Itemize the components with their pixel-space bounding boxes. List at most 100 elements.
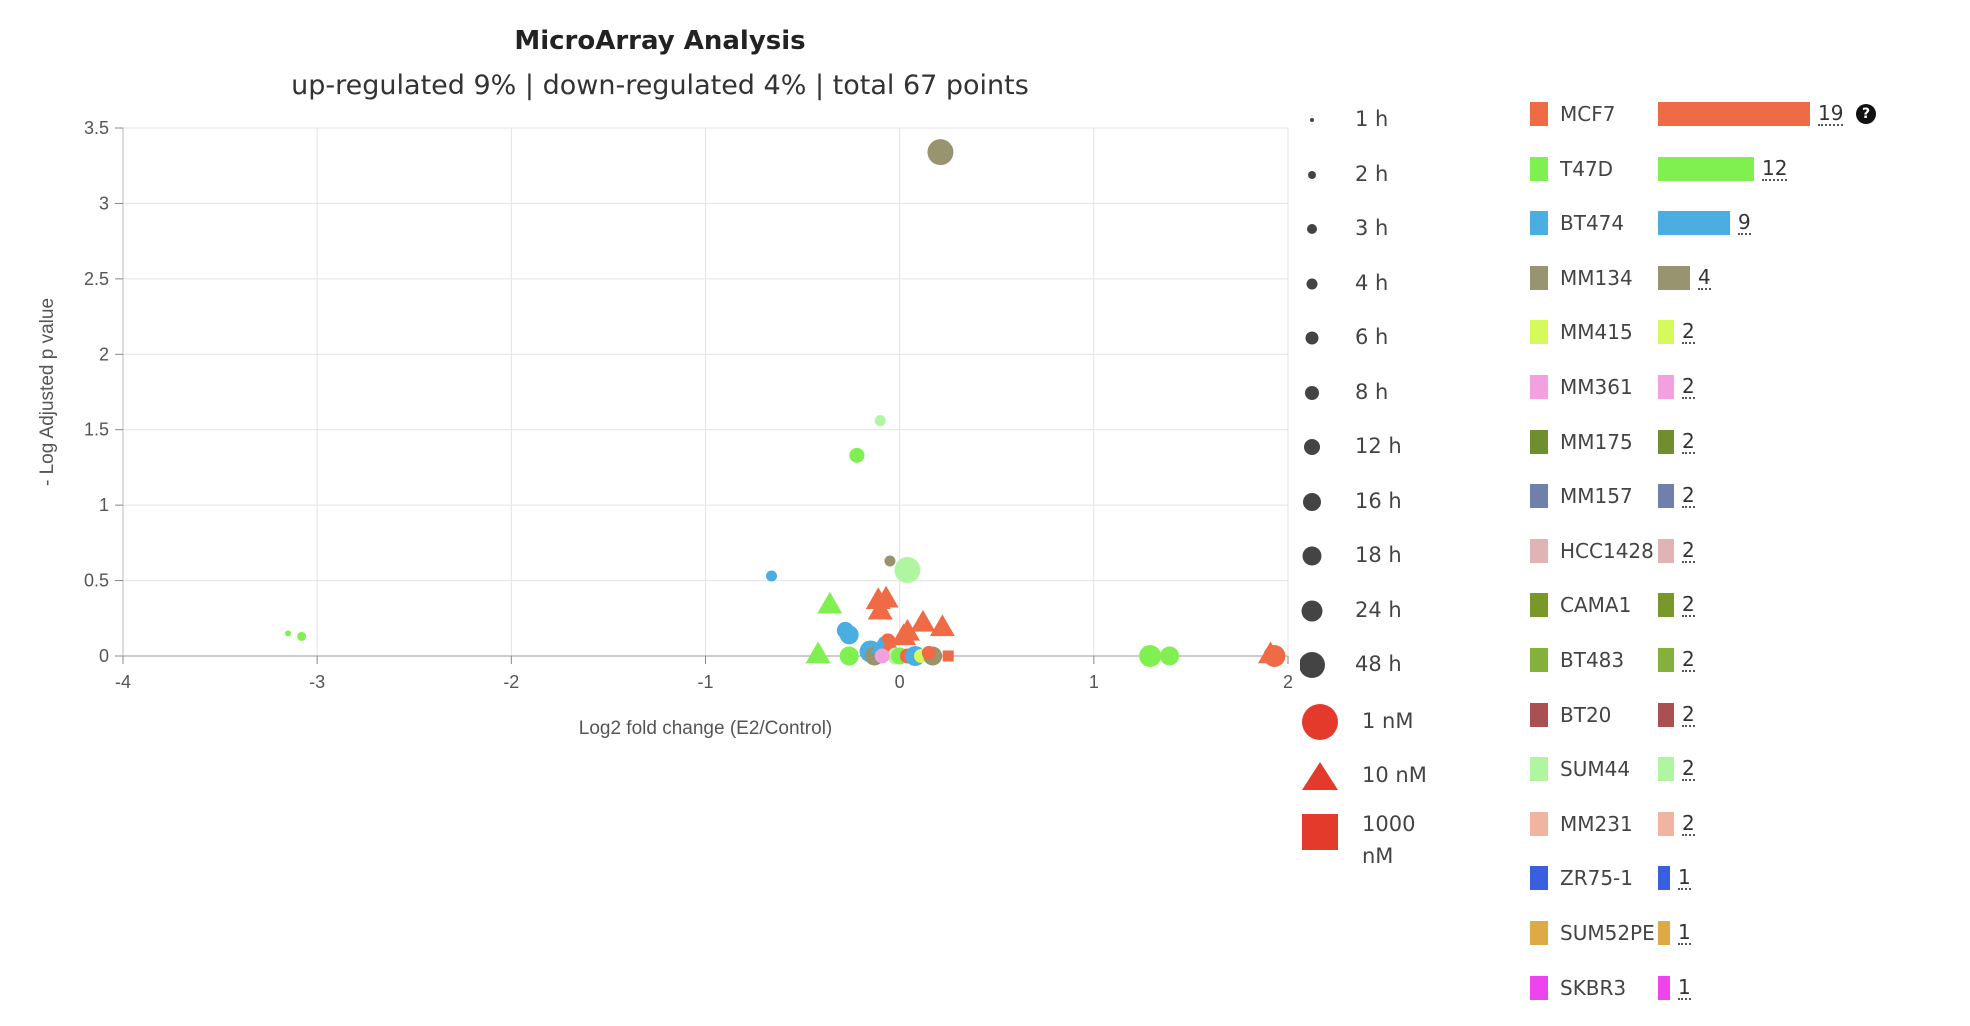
x-tick-label: -4 bbox=[115, 672, 131, 692]
axis-ticks: -4 -3 -2 -1 0 1 2 0 0.5 1 1.5 2 2.5 3 3.5 bbox=[84, 118, 1293, 692]
cell-line-legend-item[interactable]: SUM44 2 bbox=[1530, 751, 1950, 791]
dose-legend-square bbox=[1302, 814, 1338, 850]
size-legend-item: 24 h bbox=[1300, 591, 1460, 631]
data-point bbox=[894, 557, 921, 584]
y-tick-label: 3 bbox=[99, 193, 109, 213]
cell-line-count[interactable]: 1 bbox=[1678, 865, 1691, 891]
cell-line-count[interactable]: 9 bbox=[1738, 210, 1751, 236]
data-point bbox=[891, 623, 917, 646]
cell-line-count[interactable]: 19 bbox=[1818, 101, 1844, 126]
cell-line-legend-item[interactable]: BT483 2 bbox=[1530, 642, 1950, 682]
cell-line-swatch bbox=[1530, 702, 1548, 727]
size-legend-dot bbox=[1305, 331, 1319, 345]
cell-line-count-bar bbox=[1658, 702, 1674, 727]
cell-line-legend-item[interactable]: BT474 9 bbox=[1530, 205, 1950, 245]
cell-line-count[interactable]: 12 bbox=[1762, 155, 1788, 181]
dose-legend-marker bbox=[1302, 703, 1338, 740]
cell-line-count-bar bbox=[1658, 265, 1690, 290]
size-legend-dot bbox=[1302, 546, 1322, 566]
x-axis-label: Log2 fold change (E2/Control) bbox=[579, 718, 833, 739]
y-tick-label: 3.5 bbox=[84, 118, 109, 138]
size-legend-label: 6 h bbox=[1355, 325, 1389, 349]
cell-line-count-bar bbox=[1658, 648, 1674, 672]
cell-line-count[interactable]: 2 bbox=[1682, 647, 1695, 672]
data-point bbox=[884, 555, 896, 567]
cell-line-name: MM157 bbox=[1560, 484, 1633, 509]
size-legend-label: 16 h bbox=[1355, 488, 1402, 513]
dose-legend-marker bbox=[1302, 762, 1338, 790]
dose-legend-item: 1000 nM bbox=[1300, 812, 1460, 868]
data-point bbox=[867, 597, 893, 620]
cell-line-count[interactable]: 1 bbox=[1678, 974, 1691, 1000]
cell-line-legend-item[interactable]: T47D 12 bbox=[1530, 151, 1950, 191]
cell-line-legend-item[interactable]: MM415 2 bbox=[1530, 314, 1950, 354]
data-point bbox=[929, 614, 955, 637]
chart-subtitle: up-regulated 9% | down-regulated 4% | to… bbox=[291, 70, 1029, 101]
cell-line-legend-item[interactable]: MM361 2 bbox=[1530, 369, 1950, 409]
size-legend-label: 8 h bbox=[1355, 379, 1389, 404]
cell-line-count-bar bbox=[1658, 757, 1674, 782]
cell-line-name: MM134 bbox=[1560, 265, 1633, 290]
size-legend-marker bbox=[1302, 546, 1322, 566]
cell-line-legend-item[interactable]: MM157 2 bbox=[1530, 478, 1950, 518]
cell-line-count[interactable]: 2 bbox=[1682, 537, 1695, 563]
cell-line-swatch bbox=[1530, 648, 1548, 672]
size-legend-item: 48 h bbox=[1300, 645, 1460, 685]
cell-line-legend-item[interactable]: SKBR3 1 bbox=[1530, 970, 1950, 1010]
x-tick-label: 0 bbox=[895, 672, 905, 692]
cell-line-count[interactable]: 2 bbox=[1682, 701, 1695, 727]
data-point bbox=[874, 648, 890, 664]
cell-line-count[interactable]: 2 bbox=[1682, 592, 1695, 618]
data-point bbox=[874, 415, 886, 427]
cell-line-count[interactable]: 2 bbox=[1682, 810, 1695, 836]
y-tick-label: 2.5 bbox=[84, 269, 109, 289]
cell-line-legend-item[interactable]: SUM52PE 1 bbox=[1530, 915, 1950, 955]
cell-line-count-bar bbox=[1658, 921, 1670, 945]
size-legend-marker bbox=[1306, 278, 1318, 289]
scatter-plot: -4 -3 -2 -1 0 1 2 0 0.5 1 1.5 2 2.5 3 3.5 Log2 fold ch… bbox=[37, 118, 1293, 739]
size-legend-label: 2 h bbox=[1355, 161, 1389, 186]
cell-line-count[interactable]: 2 bbox=[1682, 374, 1695, 399]
cell-line-legend-item[interactable]: MCF7 19? bbox=[1530, 96, 1950, 136]
size-legend-dot bbox=[1306, 278, 1318, 289]
size-legend-item: 1 h bbox=[1300, 100, 1460, 140]
cell-line-name: SUM52PE bbox=[1560, 921, 1655, 945]
cell-line-count[interactable]: 2 bbox=[1682, 319, 1695, 345]
dose-legend-label: 1000 nM bbox=[1362, 812, 1416, 868]
cell-line-swatch bbox=[1530, 975, 1548, 1000]
cell-line-count-bar bbox=[1658, 866, 1670, 891]
cell-line-count[interactable]: 2 bbox=[1682, 756, 1695, 782]
chart-title: MicroArray Analysis bbox=[514, 26, 806, 56]
cell-line-legend-item[interactable]: BT20 2 bbox=[1530, 697, 1950, 737]
dose-legend-triangle bbox=[1302, 762, 1338, 790]
cell-line-count[interactable]: 2 bbox=[1682, 428, 1695, 454]
cell-line-name: BT20 bbox=[1560, 702, 1612, 727]
cell-line-count[interactable]: 4 bbox=[1698, 264, 1711, 290]
size-legend-dot bbox=[1307, 224, 1317, 234]
cell-line-count[interactable]: 2 bbox=[1682, 483, 1695, 509]
cell-line-swatch bbox=[1530, 320, 1548, 345]
y-tick-label: 1.5 bbox=[84, 420, 109, 440]
size-legend-marker bbox=[1307, 224, 1317, 234]
size-legend-label: 48 h bbox=[1355, 652, 1402, 676]
cell-line-name: SUM44 bbox=[1560, 757, 1631, 782]
cell-line-legend-item[interactable]: CAMA1 2 bbox=[1530, 587, 1950, 627]
question-circle-icon[interactable]: ? bbox=[1856, 104, 1876, 124]
cell-line-swatch bbox=[1530, 102, 1548, 126]
cell-line-legend-item[interactable]: HCC1428 2 bbox=[1530, 533, 1950, 573]
size-legend-marker bbox=[1301, 600, 1323, 621]
cell-line-legend-item[interactable]: ZR75-1 1 bbox=[1530, 860, 1950, 900]
cell-line-legend-item[interactable]: MM134 4 bbox=[1530, 260, 1950, 300]
size-legend-item: 4 h bbox=[1300, 264, 1460, 304]
cell-line-legend-item[interactable]: MM231 2 bbox=[1530, 806, 1950, 846]
size-legend-marker bbox=[1304, 439, 1320, 455]
cell-line-legend-item[interactable]: MM175 2 bbox=[1530, 424, 1950, 464]
size-legend-dot bbox=[1305, 385, 1319, 400]
size-legend-item: 8 h bbox=[1300, 373, 1460, 413]
cell-line-count-bar bbox=[1658, 320, 1674, 345]
cell-line-count[interactable]: 1 bbox=[1678, 920, 1691, 945]
cell-line-name: T47D bbox=[1560, 156, 1614, 181]
data-point bbox=[1263, 645, 1286, 667]
x-tick-label: -1 bbox=[697, 672, 713, 692]
cell-line-swatch bbox=[1530, 811, 1548, 836]
